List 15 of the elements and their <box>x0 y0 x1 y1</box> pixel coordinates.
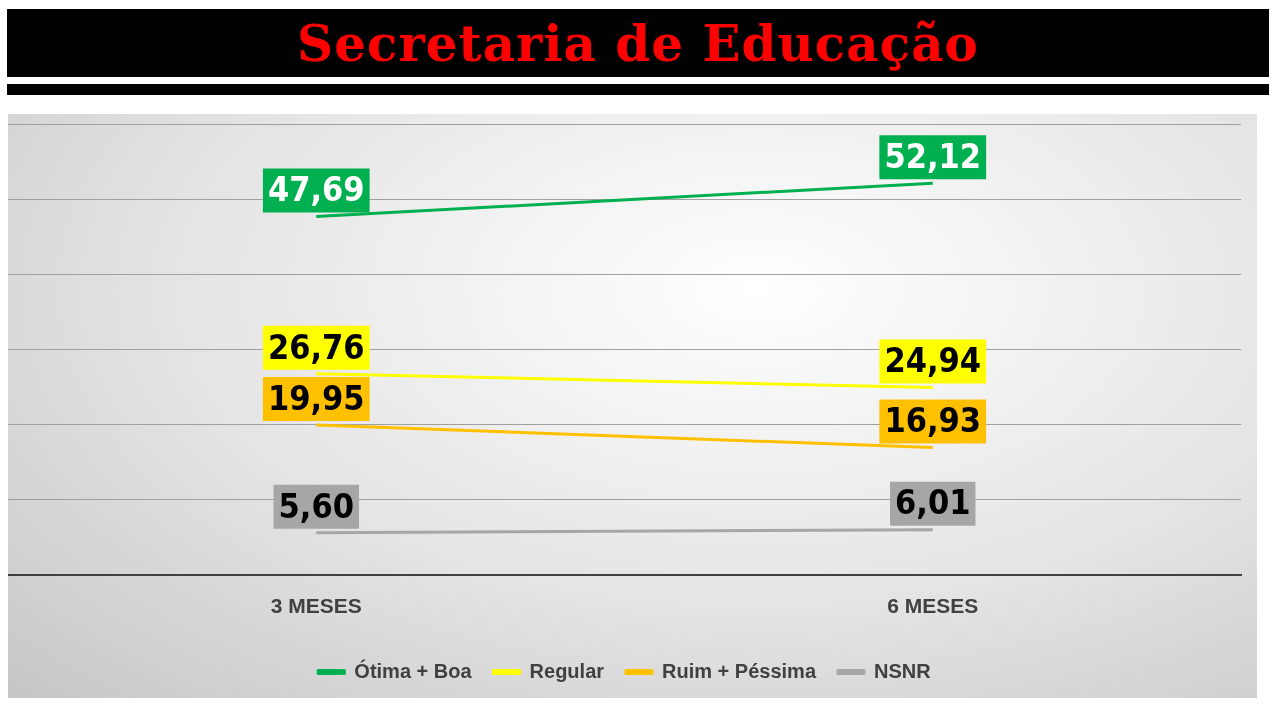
data-label: 19,95 <box>267 377 365 418</box>
legend-label: Regular <box>529 659 605 682</box>
data-label: 52,12 <box>884 136 982 177</box>
data-label: 47,69 <box>267 169 365 210</box>
data-label: 6,01 <box>895 482 971 523</box>
x-tick-label: 6 MESES <box>887 594 979 618</box>
data-label: 5,60 <box>278 485 354 526</box>
data-label: 24,94 <box>884 340 982 381</box>
data-label: 16,93 <box>884 400 982 441</box>
legend-label: NSNR <box>874 659 932 682</box>
legend-label: Ótima + Boa <box>354 658 473 682</box>
legend-label: Ruim + Péssima <box>662 659 817 682</box>
chart-title: Secretaria de Educação <box>297 13 979 73</box>
x-tick-label: 3 MESES <box>270 594 362 618</box>
data-label: 26,76 <box>267 326 365 367</box>
